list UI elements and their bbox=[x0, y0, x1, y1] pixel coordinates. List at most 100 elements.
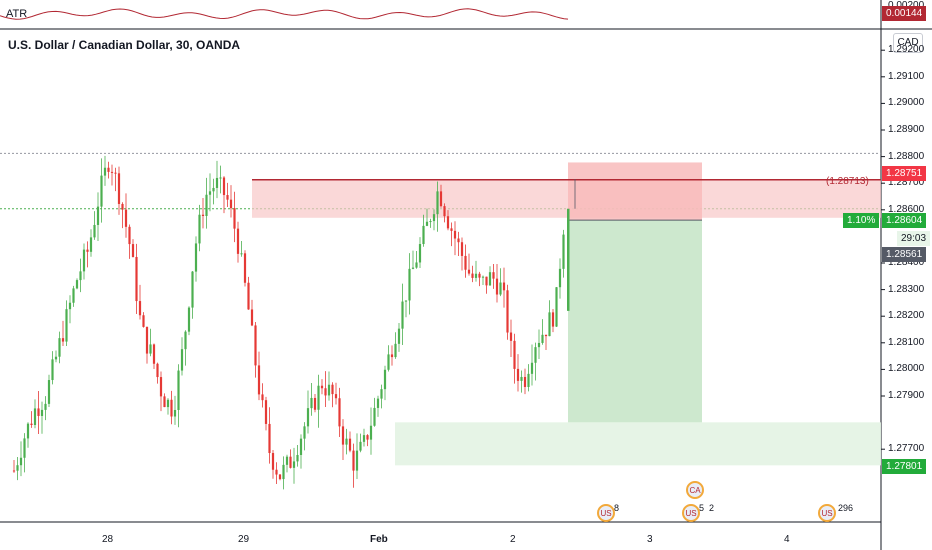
candle-body bbox=[44, 403, 47, 410]
candle-body bbox=[331, 384, 334, 395]
candle-body bbox=[408, 268, 411, 301]
candle-body bbox=[359, 441, 362, 451]
candle-body bbox=[268, 423, 271, 454]
current-percent-tag: 1.10% bbox=[843, 213, 880, 228]
candle-body bbox=[100, 175, 103, 207]
candle-body bbox=[152, 344, 156, 364]
candle-body bbox=[229, 199, 233, 209]
price-tick: 1.27700 bbox=[888, 443, 925, 455]
price-tick: 1.28700 bbox=[888, 177, 925, 189]
us-flag-icon[interactable]: US bbox=[682, 504, 700, 522]
candle-body bbox=[240, 253, 243, 255]
us-flag-icon[interactable]: US bbox=[818, 504, 836, 522]
candle-body bbox=[16, 465, 19, 471]
time-tick-29: 29 bbox=[238, 534, 250, 545]
atr-value-tag: 0.00144 bbox=[882, 6, 927, 21]
candle-body bbox=[432, 214, 436, 222]
candle-body bbox=[415, 262, 418, 268]
stop-loss-zone bbox=[568, 162, 702, 221]
candle-body bbox=[492, 272, 495, 279]
candle-body bbox=[163, 396, 166, 408]
candle-body bbox=[194, 243, 198, 272]
candle-body bbox=[345, 438, 348, 445]
candle-body bbox=[404, 300, 408, 302]
candle-body bbox=[313, 397, 317, 410]
currency-button[interactable]: CAD bbox=[893, 33, 923, 53]
candle-body bbox=[68, 302, 72, 310]
candle-body bbox=[509, 332, 513, 341]
us-flag-icon[interactable]: US bbox=[597, 504, 615, 522]
candle-body bbox=[96, 206, 100, 225]
red-level-tag: 1.28751 bbox=[882, 166, 927, 181]
current-price-tag: 1.28604 bbox=[882, 213, 927, 228]
candle-body bbox=[226, 195, 229, 200]
candle-body bbox=[208, 191, 212, 195]
candle-body bbox=[93, 224, 96, 238]
candle-body bbox=[338, 398, 341, 427]
candle-body bbox=[156, 363, 159, 378]
candle-body bbox=[446, 216, 450, 229]
atr-indicator-label[interactable]: ATR bbox=[6, 8, 28, 20]
candle-body bbox=[303, 426, 306, 439]
candle-body bbox=[390, 354, 394, 358]
gray-level-tag: 1.28561 bbox=[882, 247, 927, 262]
candle-body bbox=[180, 349, 184, 371]
candle-body bbox=[369, 425, 373, 440]
candle-body bbox=[394, 343, 397, 358]
candle-body bbox=[383, 369, 387, 390]
candle-body bbox=[205, 194, 208, 216]
candle-body bbox=[103, 167, 107, 176]
candle-body bbox=[376, 398, 380, 408]
time-tick-2: 2 bbox=[510, 534, 516, 545]
candle-body bbox=[299, 438, 303, 455]
candle-body bbox=[513, 340, 516, 369]
candle-body bbox=[33, 408, 37, 425]
candles bbox=[12, 155, 570, 490]
ca-flag-icon[interactable]: CA bbox=[686, 481, 704, 499]
candle-body bbox=[366, 435, 369, 440]
candle-body bbox=[233, 208, 236, 229]
candle-body bbox=[219, 177, 222, 179]
candle-body bbox=[348, 438, 352, 451]
candle-body bbox=[191, 271, 194, 308]
candle-body bbox=[72, 288, 75, 303]
candle-body bbox=[114, 172, 117, 174]
candle-body bbox=[443, 206, 446, 217]
price-tick: 1.29200 bbox=[888, 44, 925, 56]
candle-body bbox=[324, 388, 327, 396]
candle-body bbox=[86, 249, 89, 252]
price-tick: 1.28300 bbox=[888, 283, 925, 295]
candle-body bbox=[131, 244, 135, 257]
candle-body bbox=[282, 464, 285, 480]
candle-body bbox=[145, 326, 149, 354]
candle-body bbox=[418, 244, 422, 263]
candle-body bbox=[352, 450, 355, 471]
candle-body bbox=[117, 173, 121, 204]
candle-body bbox=[261, 394, 264, 401]
candle-body bbox=[215, 177, 219, 188]
candle-body bbox=[555, 287, 558, 327]
candle-body bbox=[54, 356, 58, 360]
chart-title: U.S. Dollar / Canadian Dollar, 30, OANDA bbox=[8, 38, 241, 52]
candle-body bbox=[341, 426, 345, 445]
position-zones bbox=[252, 162, 881, 466]
candle-body bbox=[65, 309, 68, 342]
candle-body bbox=[551, 312, 555, 327]
candle-body bbox=[170, 399, 173, 417]
candle-body bbox=[306, 408, 310, 427]
price-tick: 1.27900 bbox=[888, 390, 925, 401]
event-count: 2 bbox=[709, 503, 715, 513]
candle-body bbox=[380, 389, 383, 399]
candle-body bbox=[425, 221, 429, 226]
candle-body bbox=[474, 273, 478, 278]
candle-body bbox=[222, 177, 226, 196]
candle-body bbox=[61, 338, 65, 342]
candle-body bbox=[534, 347, 537, 363]
candle-body bbox=[37, 408, 40, 416]
support-zone bbox=[395, 422, 881, 466]
price-tick: 1.28200 bbox=[888, 310, 925, 322]
countdown-tag: 29:03 bbox=[897, 231, 931, 246]
candle-body bbox=[530, 362, 534, 374]
